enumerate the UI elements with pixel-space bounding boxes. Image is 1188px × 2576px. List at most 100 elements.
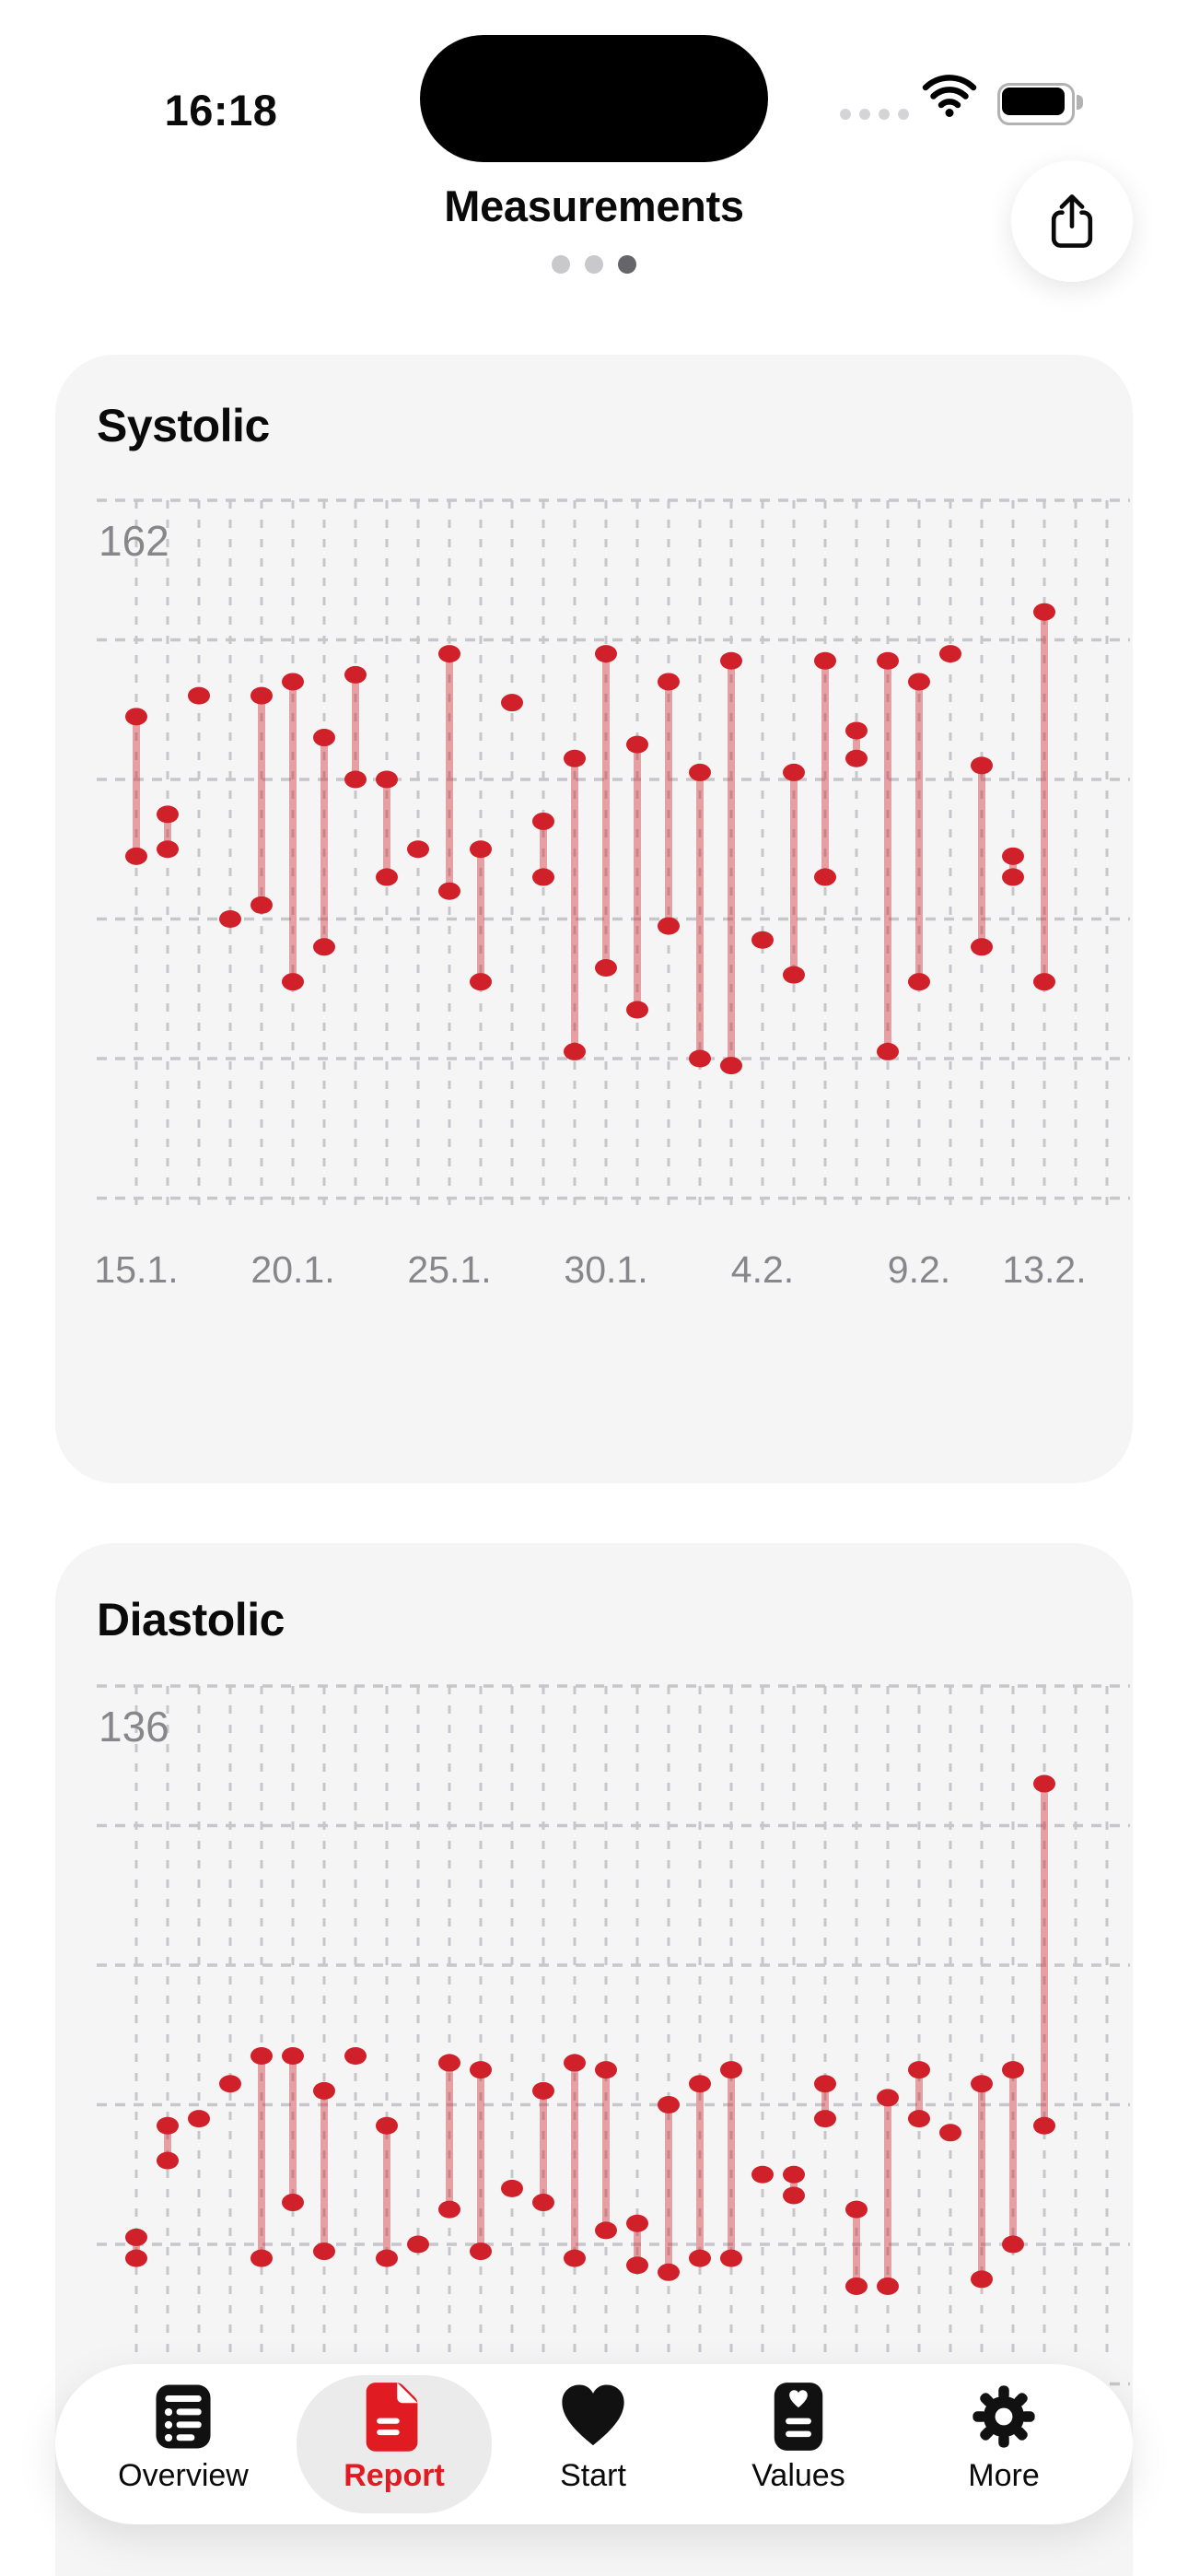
tab-values[interactable]: Values bbox=[706, 2364, 891, 2524]
bp-range-day-28 bbox=[1002, 2061, 1024, 2254]
bp-range-day-0 bbox=[125, 708, 147, 865]
bp-range-day-1 bbox=[157, 2116, 179, 2170]
page-dot bbox=[585, 255, 603, 274]
bp-range-day-20 bbox=[751, 931, 774, 949]
bp-range-day-4 bbox=[250, 686, 273, 914]
page-dot bbox=[552, 255, 570, 274]
svg-text:25.1.: 25.1. bbox=[407, 1248, 491, 1291]
bp-range-day-3 bbox=[219, 2075, 241, 2093]
bp-range-day-26 bbox=[939, 2124, 961, 2142]
list-icon bbox=[144, 2377, 223, 2456]
bp-range-day-29 bbox=[1033, 1774, 1055, 2135]
bp-range-day-20 bbox=[751, 2165, 774, 2184]
bp-range-day-7 bbox=[344, 2046, 367, 2065]
bp-range-day-24 bbox=[877, 2089, 899, 2295]
tab-label: Overview bbox=[118, 2458, 249, 2493]
bp-range-day-25 bbox=[908, 2061, 930, 2128]
diastolic-chart: 136 bbox=[97, 1684, 1130, 2386]
values-card-icon bbox=[759, 2377, 838, 2456]
bp-range-day-22 bbox=[814, 651, 836, 886]
tab-label: Values bbox=[751, 2458, 845, 2493]
bp-range-day-18 bbox=[689, 763, 711, 1068]
systolic-card: 162 15.1. 20.1. 25.1. 30.1. 4.2. 9.2. 13.2. Sys… bbox=[55, 355, 1133, 1483]
bp-range-day-14 bbox=[564, 2054, 586, 2267]
bp-range-day-11 bbox=[470, 2061, 492, 2261]
bp-range-day-16 bbox=[626, 735, 648, 1019]
status-bar: 16:18 bbox=[0, 0, 1188, 166]
bp-range-day-13 bbox=[532, 2081, 554, 2212]
wifi-icon bbox=[922, 74, 977, 120]
bp-range-day-24 bbox=[877, 651, 899, 1060]
dynamic-island bbox=[420, 35, 768, 162]
bp-range-day-18 bbox=[689, 2075, 711, 2267]
bp-range-day-19 bbox=[720, 2061, 742, 2267]
tab-label: More bbox=[968, 2458, 1040, 2493]
svg-text:30.1.: 30.1. bbox=[564, 1248, 647, 1291]
bp-range-day-28 bbox=[1002, 847, 1024, 886]
battery-icon bbox=[997, 83, 1083, 125]
bp-range-day-1 bbox=[157, 805, 179, 859]
bp-range-day-4 bbox=[250, 2046, 273, 2267]
share-icon bbox=[1051, 194, 1093, 248]
bp-range-day-12 bbox=[501, 694, 523, 712]
bp-range-day-29 bbox=[1033, 603, 1055, 991]
share-button[interactable] bbox=[1011, 160, 1133, 282]
bp-range-day-17 bbox=[658, 673, 680, 935]
systolic-chart: 162 15.1. 20.1. 25.1. 30.1. 4.2. 9.2. 13.2. bbox=[94, 498, 1130, 1291]
bp-range-day-25 bbox=[908, 673, 930, 991]
bp-range-day-8 bbox=[376, 770, 398, 886]
svg-text:9.2.: 9.2. bbox=[888, 1248, 950, 1291]
tab-overview[interactable]: Overview bbox=[91, 2364, 275, 2524]
bp-range-day-2 bbox=[188, 2110, 210, 2128]
svg-text:136: 136 bbox=[99, 1703, 169, 1751]
bp-range-day-9 bbox=[407, 2235, 429, 2254]
bp-range-day-21 bbox=[783, 2165, 805, 2205]
bp-range-day-0 bbox=[125, 2228, 147, 2267]
bp-range-day-6 bbox=[313, 729, 335, 956]
bp-range-day-19 bbox=[720, 651, 742, 1075]
svg-text:162: 162 bbox=[99, 517, 169, 565]
systolic-title: Systolic bbox=[97, 400, 270, 451]
page-title: Measurements bbox=[444, 181, 744, 230]
bp-range-day-23 bbox=[845, 2200, 868, 2295]
bp-range-day-10 bbox=[438, 2054, 460, 2219]
bp-range-day-16 bbox=[626, 2214, 648, 2275]
svg-text:13.2.: 13.2. bbox=[1002, 1248, 1086, 1291]
tab-report[interactable]: Report bbox=[297, 2364, 492, 2524]
bp-range-day-23 bbox=[845, 721, 868, 767]
bp-range-day-6 bbox=[313, 2081, 335, 2261]
tab-start[interactable]: Start bbox=[501, 2364, 685, 2524]
gear-icon bbox=[964, 2377, 1043, 2456]
bp-range-day-7 bbox=[344, 665, 367, 789]
bp-range-day-10 bbox=[438, 645, 460, 900]
page-indicator bbox=[0, 255, 1188, 274]
bp-range-day-14 bbox=[564, 749, 586, 1060]
status-time: 16:18 bbox=[164, 86, 278, 135]
bp-range-day-12 bbox=[501, 2179, 523, 2197]
bp-range-day-9 bbox=[407, 840, 429, 859]
tab-label: Start bbox=[560, 2458, 626, 2493]
bp-range-day-11 bbox=[470, 840, 492, 991]
tab-bar: Overview Report Start Values More bbox=[55, 2364, 1133, 2524]
cellular-dots-icon bbox=[840, 109, 909, 120]
svg-text:4.2.: 4.2. bbox=[731, 1248, 794, 1291]
svg-text:15.1.: 15.1. bbox=[94, 1248, 178, 1291]
bp-range-day-26 bbox=[939, 645, 961, 663]
bp-range-day-8 bbox=[376, 2116, 398, 2267]
bp-range-day-3 bbox=[219, 910, 241, 928]
tab-more[interactable]: More bbox=[912, 2364, 1096, 2524]
bp-range-day-5 bbox=[282, 2046, 304, 2212]
bp-range-day-27 bbox=[971, 2075, 993, 2289]
bp-range-day-17 bbox=[658, 2096, 680, 2281]
page-dot-active bbox=[618, 255, 636, 274]
svg-text:20.1.: 20.1. bbox=[250, 1248, 334, 1291]
heart-icon bbox=[553, 2377, 633, 2456]
diastolic-title: Diastolic bbox=[97, 1594, 285, 1645]
bp-range-day-13 bbox=[532, 812, 554, 886]
bp-range-day-21 bbox=[783, 763, 805, 984]
bp-range-day-5 bbox=[282, 673, 304, 991]
bp-range-day-15 bbox=[595, 2061, 617, 2240]
bp-range-day-27 bbox=[971, 756, 993, 956]
document-icon bbox=[355, 2377, 434, 2456]
